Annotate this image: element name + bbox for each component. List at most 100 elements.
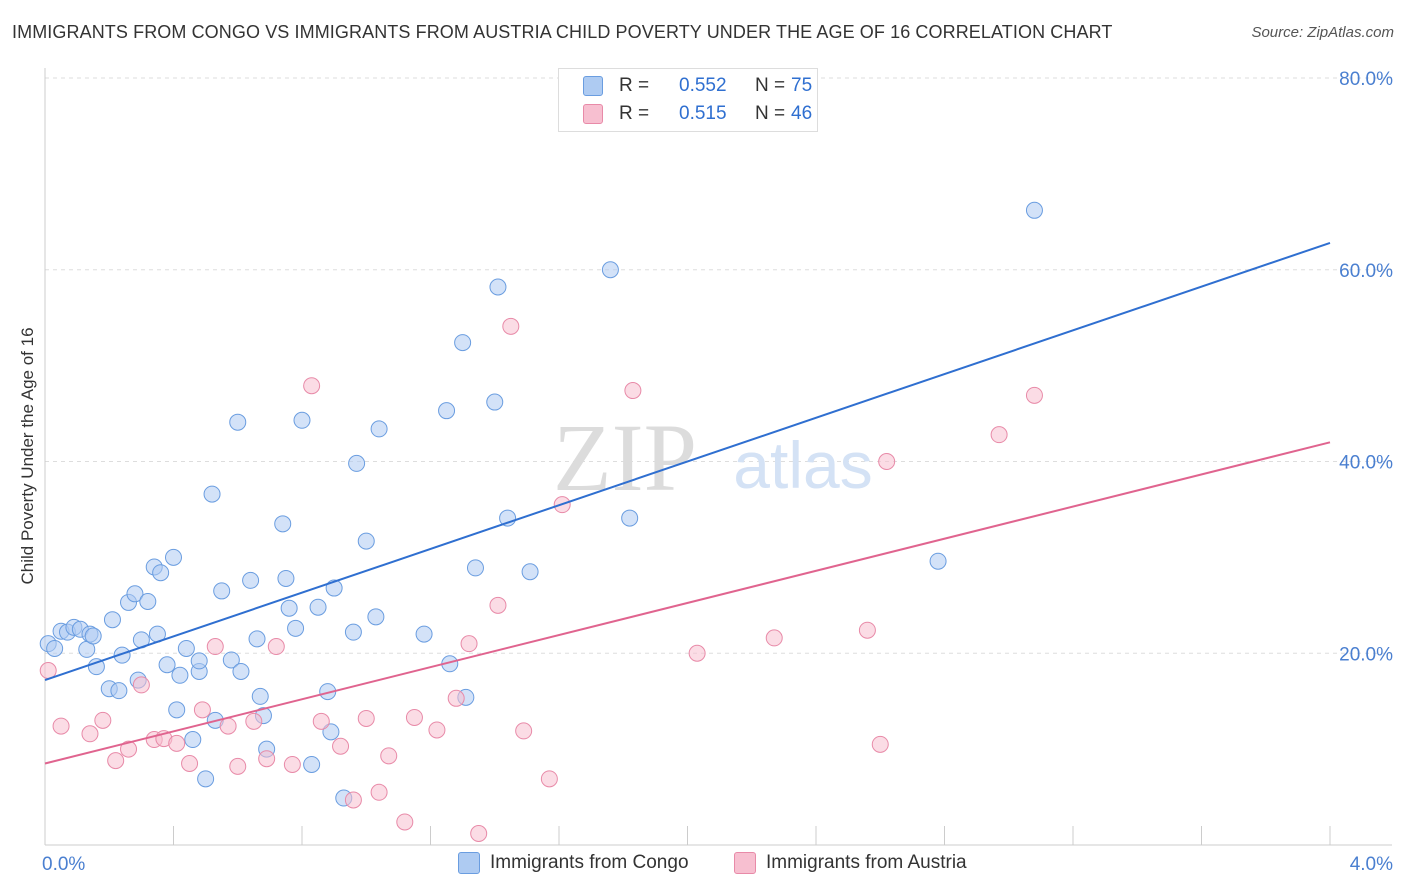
austria-point <box>878 453 896 470</box>
austria-point <box>765 629 783 647</box>
legend-n-label: N = <box>755 103 786 124</box>
congo-point <box>486 393 504 411</box>
austria-point <box>219 717 237 735</box>
congo-point <box>303 755 321 773</box>
congo-point <box>190 652 208 670</box>
congo-point <box>489 278 507 296</box>
austria-point <box>447 689 465 707</box>
congo-swatch <box>458 852 480 874</box>
congo-point <box>293 411 311 429</box>
x-tick-label: 4.0% <box>1350 854 1393 875</box>
austria-point <box>624 382 642 400</box>
congo-point <box>158 656 176 674</box>
congo-point <box>113 646 131 664</box>
watermark-atlas: atlas <box>733 428 872 502</box>
congo-point <box>171 666 189 684</box>
austria-point <box>120 740 138 758</box>
austria-point <box>168 734 186 752</box>
austria-point <box>489 596 507 614</box>
source-label: Source: ZipAtlas.com <box>1251 24 1394 41</box>
y-tick-label: 60.0% <box>1339 261 1393 282</box>
austria-point <box>258 750 276 768</box>
austria-point <box>470 824 488 842</box>
congo-point <box>110 682 128 700</box>
austria-point <box>52 717 70 735</box>
austria-point <box>267 638 285 656</box>
axes <box>44 68 1392 846</box>
congo-point <box>248 630 266 648</box>
congo-point <box>274 515 292 533</box>
congo-point <box>280 599 298 617</box>
congo-point <box>370 420 388 438</box>
congo-point <box>184 731 202 749</box>
austria-point <box>396 813 414 831</box>
congo-point <box>929 552 947 570</box>
austria-point <box>132 676 150 694</box>
austria-point <box>181 755 199 773</box>
congo-point <box>165 548 182 566</box>
austria-swatch <box>734 852 756 874</box>
congo-point <box>277 569 295 587</box>
austria-point <box>428 721 446 739</box>
congo-point <box>367 608 385 626</box>
congo-point <box>84 627 102 645</box>
congo-point <box>415 625 433 643</box>
legend-n-value: 46 <box>791 103 813 124</box>
legend-item-austria: Immigrants from Austria <box>734 852 967 874</box>
austria-trend-line <box>44 441 1331 765</box>
congo-point <box>242 571 260 589</box>
y-tick-label: 80.0% <box>1339 69 1393 90</box>
congo-point <box>152 564 170 582</box>
congo-point <box>357 532 375 550</box>
congo-point <box>348 454 366 472</box>
austria-point <box>245 712 263 730</box>
grid-lines <box>45 77 1392 654</box>
y-tick-label: 40.0% <box>1339 453 1393 474</box>
austria-point <box>540 770 558 788</box>
austria-point <box>107 752 125 770</box>
congo-point <box>621 509 639 527</box>
austria-point <box>303 377 321 395</box>
austria-point <box>206 638 224 656</box>
austria-swatch <box>583 104 603 124</box>
congo-swatch <box>583 76 603 96</box>
congo-point <box>177 639 195 657</box>
x-tick-label: 0.0% <box>42 854 85 875</box>
congo-point <box>213 582 231 600</box>
congo-point <box>126 585 144 603</box>
austria-point <box>515 722 533 740</box>
legend-r-label: R = <box>619 103 650 124</box>
legend-label-congo: Immigrants from Congo <box>490 852 689 873</box>
austria-point <box>688 644 706 662</box>
congo-point <box>229 413 247 431</box>
stats-legend: R = 0.552 N = 75 R = 0.515 N = 46 <box>558 68 818 132</box>
congo-point <box>344 623 362 641</box>
congo-point <box>521 563 539 581</box>
austria-point <box>229 757 247 775</box>
congo-point <box>287 619 305 637</box>
austria-point <box>357 709 375 727</box>
legend-label-austria: Immigrants from Austria <box>766 852 967 873</box>
data-points <box>39 201 1043 842</box>
legend-r-value: 0.552 <box>679 75 727 96</box>
congo-point <box>139 592 157 610</box>
legend-n-value: 75 <box>791 75 813 96</box>
congo-point <box>232 662 250 680</box>
austria-point <box>312 712 330 730</box>
austria-point <box>1025 386 1043 404</box>
legend-r-value: 0.515 <box>679 103 727 124</box>
congo-point <box>87 658 105 676</box>
legend-item-congo: Immigrants from Congo <box>458 852 689 874</box>
congo-point <box>454 334 472 352</box>
congo-point <box>322 723 340 741</box>
y-tick-label: 20.0% <box>1339 644 1393 665</box>
congo-point <box>46 639 64 657</box>
trend-lines <box>44 241 1331 765</box>
tick-labels: 20.0% 40.0% 60.0% 80.0% 0.0% 4.0% <box>42 69 1393 875</box>
congo-point <box>251 687 269 705</box>
austria-point <box>94 711 112 729</box>
congo-point <box>168 701 186 719</box>
congo-point <box>197 770 215 788</box>
congo-trend-line <box>44 241 1331 682</box>
